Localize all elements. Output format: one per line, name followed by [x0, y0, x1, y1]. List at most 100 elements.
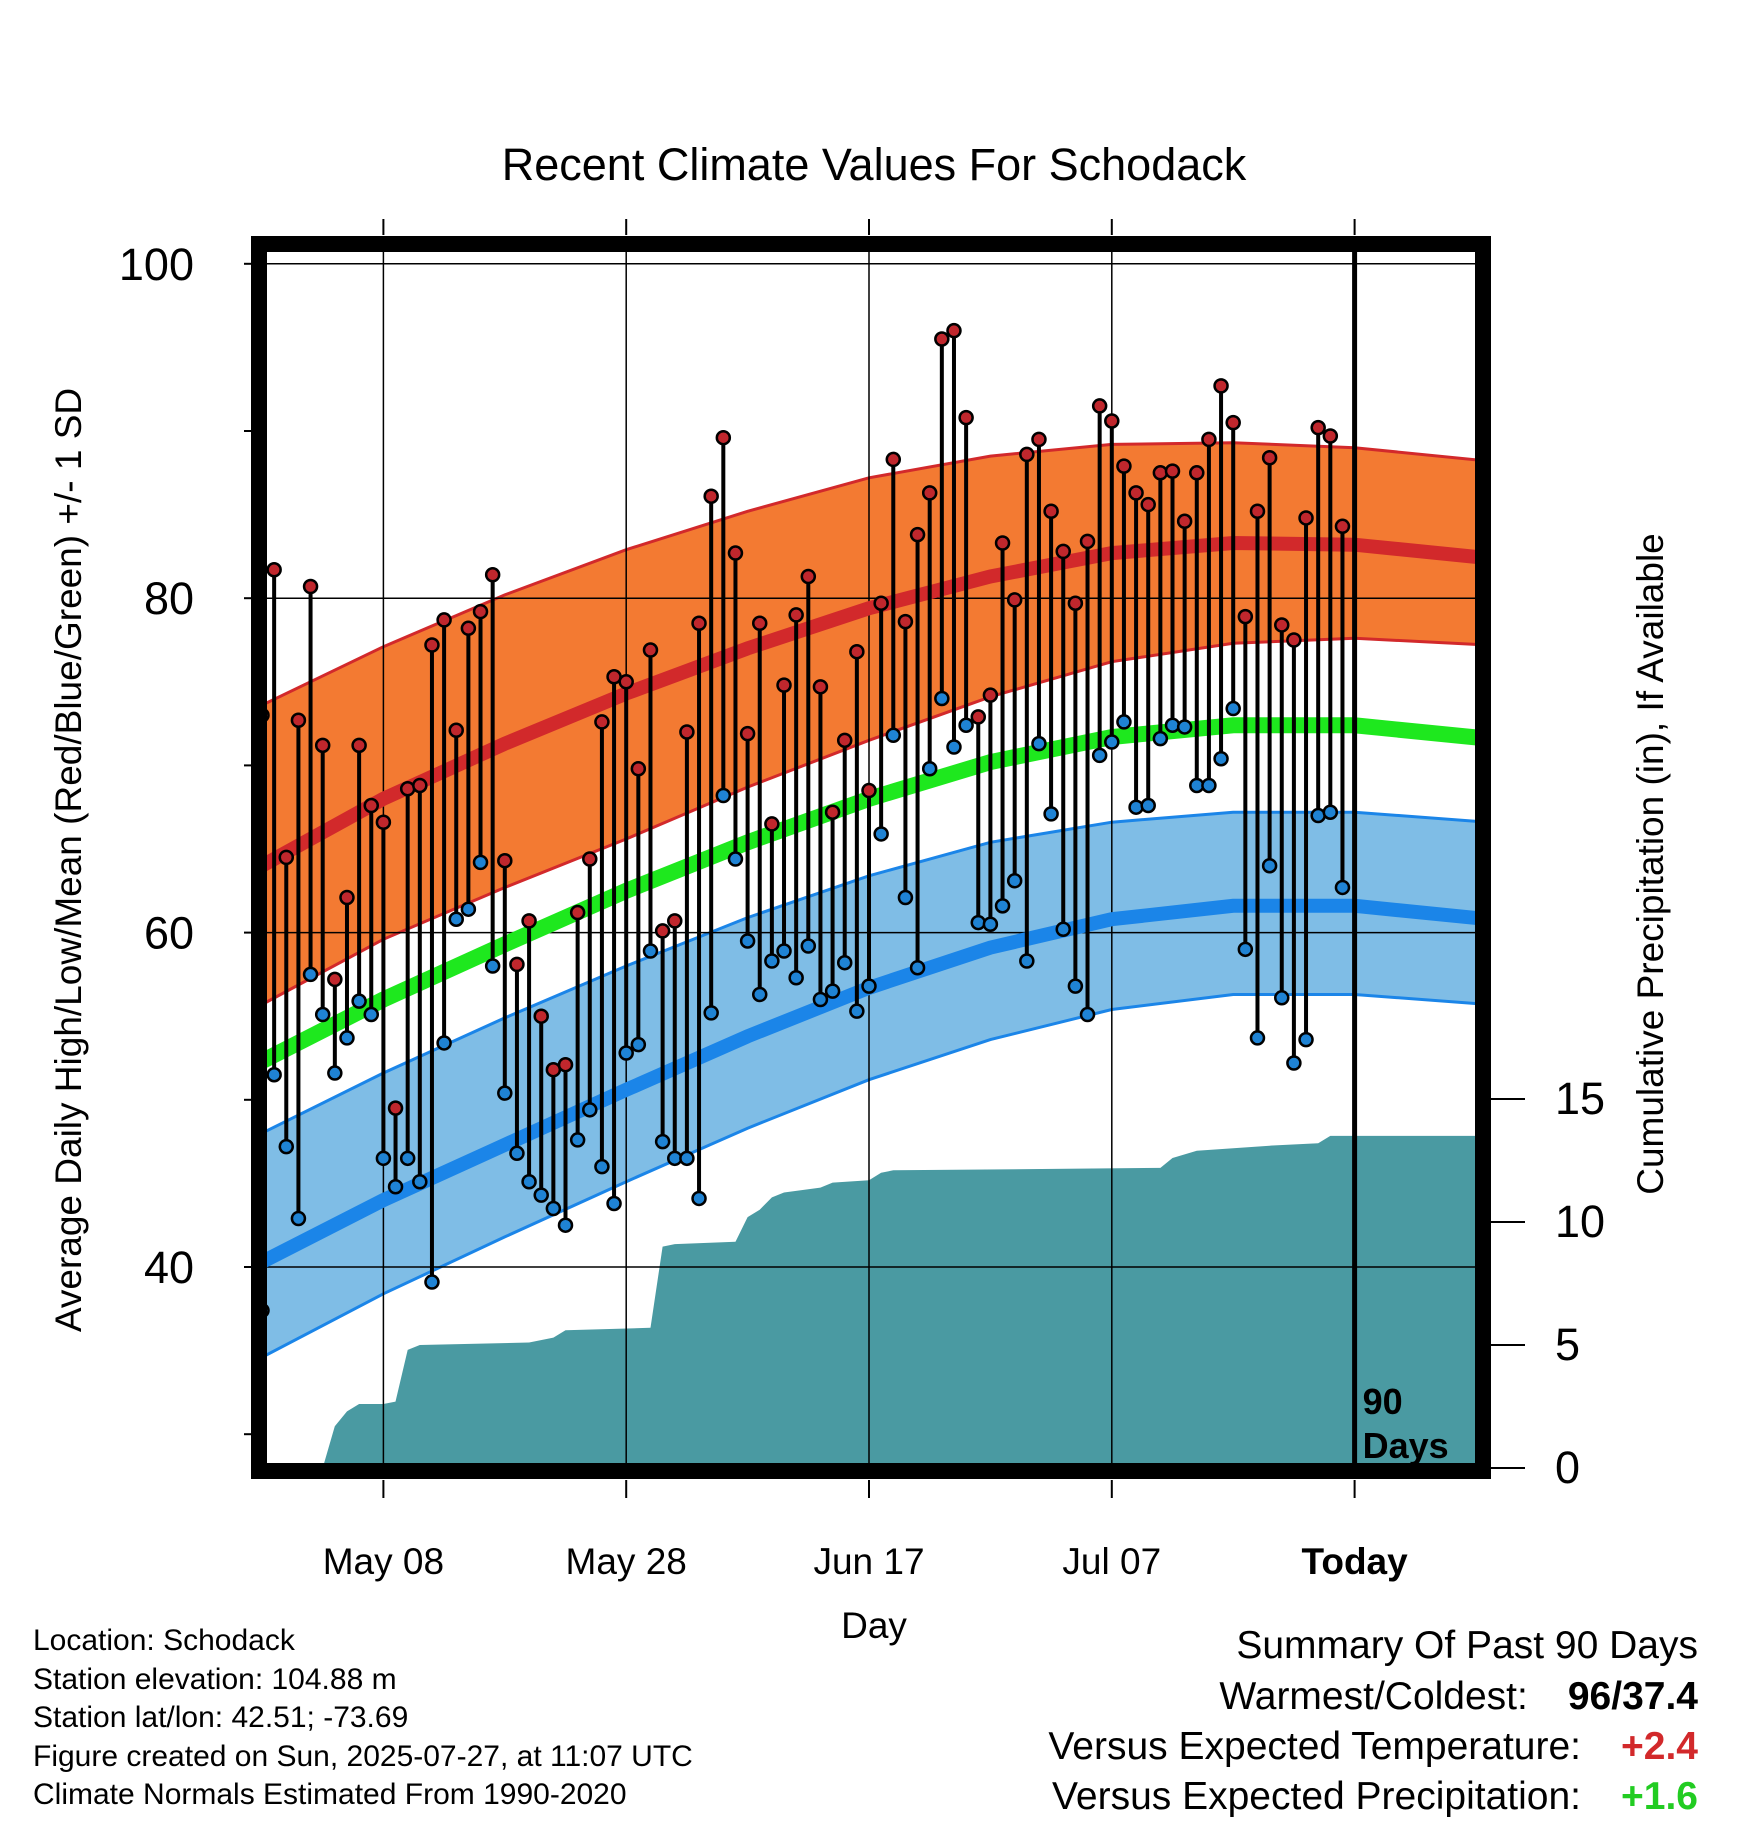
low-point: [339, 1030, 355, 1046]
low-point: [836, 954, 853, 971]
high-normal-line: [262, 535, 1480, 872]
high-point: [824, 804, 841, 820]
high-point: [946, 322, 962, 339]
high-point: [436, 612, 452, 628]
high-point: [314, 737, 331, 754]
low-point: [824, 983, 841, 999]
high-point: [994, 535, 1011, 551]
low-point: [351, 993, 367, 1009]
high-point: [375, 814, 392, 830]
low-point: [472, 854, 489, 871]
high-point: [909, 526, 926, 543]
high-point: [800, 568, 817, 585]
high-point: [387, 1100, 404, 1116]
low-point: [1006, 873, 1023, 889]
high-point: [1104, 413, 1120, 429]
high-point: [849, 643, 865, 660]
x-tick-label: Jul 07: [1062, 1541, 1161, 1582]
low-point: [691, 1190, 707, 1207]
high-point: [642, 642, 659, 658]
low-point: [739, 933, 756, 949]
low-point: [1261, 857, 1278, 874]
high-point: [1298, 510, 1314, 526]
low-point: [654, 1133, 671, 1150]
low-point: [800, 938, 817, 954]
slash: /: [1611, 1675, 1623, 1718]
low-point: [1286, 1055, 1302, 1071]
high-point: [776, 677, 792, 693]
high-point: [1334, 518, 1351, 535]
high-point: [873, 595, 889, 611]
high-point: [667, 913, 683, 929]
low-point: [290, 1210, 307, 1227]
high-point: [885, 451, 902, 468]
low-point: [1225, 700, 1241, 717]
latlon-text: Station lat/lon: 42.51; -73.69: [33, 1701, 409, 1734]
low-point: [375, 1150, 392, 1167]
low-point: [776, 943, 792, 959]
summary-title: Summary Of Past 90 Days: [1236, 1624, 1698, 1667]
low-point: [703, 1005, 719, 1021]
high-point: [1031, 431, 1047, 448]
low-point: [412, 1173, 428, 1190]
y2-tick-label: 10: [1555, 1196, 1605, 1247]
high-point: [266, 562, 282, 578]
normals-text: Climate Normals Estimated From 1990-2020: [33, 1778, 627, 1811]
high-point: [836, 732, 853, 749]
low-point: [278, 1138, 295, 1155]
high-point: [788, 607, 804, 623]
low-point: [958, 717, 974, 734]
low-point: [436, 1035, 452, 1051]
plot-inner: [262, 247, 1480, 1468]
low-point: [764, 953, 780, 969]
high-point: [751, 615, 768, 632]
x-tick-label: Today: [1301, 1541, 1408, 1582]
y2-tick-label: 5: [1555, 1319, 1580, 1370]
low-point: [582, 1102, 598, 1118]
low-point: [1237, 941, 1254, 958]
high-point: [1274, 617, 1290, 633]
low-point: [1031, 735, 1047, 752]
high-point: [1116, 458, 1132, 474]
station-info: Location: Schodack Station elevation: 10…: [33, 1622, 693, 1815]
high-point: [533, 1008, 549, 1024]
high-point: [1225, 414, 1241, 431]
low-point: [921, 760, 938, 777]
low-point: [1298, 1031, 1314, 1048]
high-point: [557, 1056, 574, 1073]
warmest-coldest-row: Warmest/Coldest: 96/37.4: [1048, 1672, 1698, 1722]
y2-axis-label: Cumulative Precipitation (in), If Availa…: [1630, 533, 1671, 1195]
high-point: [1128, 485, 1144, 501]
high-point: [582, 851, 598, 867]
low-point: [1152, 730, 1169, 747]
high-point: [1261, 450, 1278, 466]
low-point: [715, 787, 732, 804]
high-point: [472, 603, 489, 620]
high-point: [1310, 419, 1326, 436]
high-point: [934, 331, 950, 347]
low-point: [727, 851, 744, 867]
low-point: [861, 978, 877, 994]
location-text: Location: Schodack: [33, 1624, 295, 1657]
high-point: [1201, 431, 1217, 448]
low-point: [946, 739, 962, 755]
high-point: [1140, 496, 1156, 513]
high-point: [703, 488, 719, 504]
low-point: [509, 1145, 525, 1162]
high-point: [1164, 463, 1181, 479]
y-tick-label: 60: [144, 908, 194, 959]
low-point: [314, 1006, 331, 1023]
high-point: [339, 889, 355, 906]
elevation-text: Station elevation: 104.88 m: [33, 1662, 397, 1696]
low-point: [594, 1158, 610, 1175]
low-point: [909, 959, 926, 976]
low-point: [849, 1003, 865, 1019]
y-tick-label: 80: [144, 573, 194, 624]
warmest-coldest-value: 96/37.4: [1568, 1672, 1698, 1722]
low-point: [994, 898, 1011, 914]
low-point: [557, 1217, 574, 1233]
low-point: [424, 1274, 440, 1290]
high-point: [1189, 465, 1205, 481]
today-days-label: Days: [1363, 1425, 1449, 1466]
